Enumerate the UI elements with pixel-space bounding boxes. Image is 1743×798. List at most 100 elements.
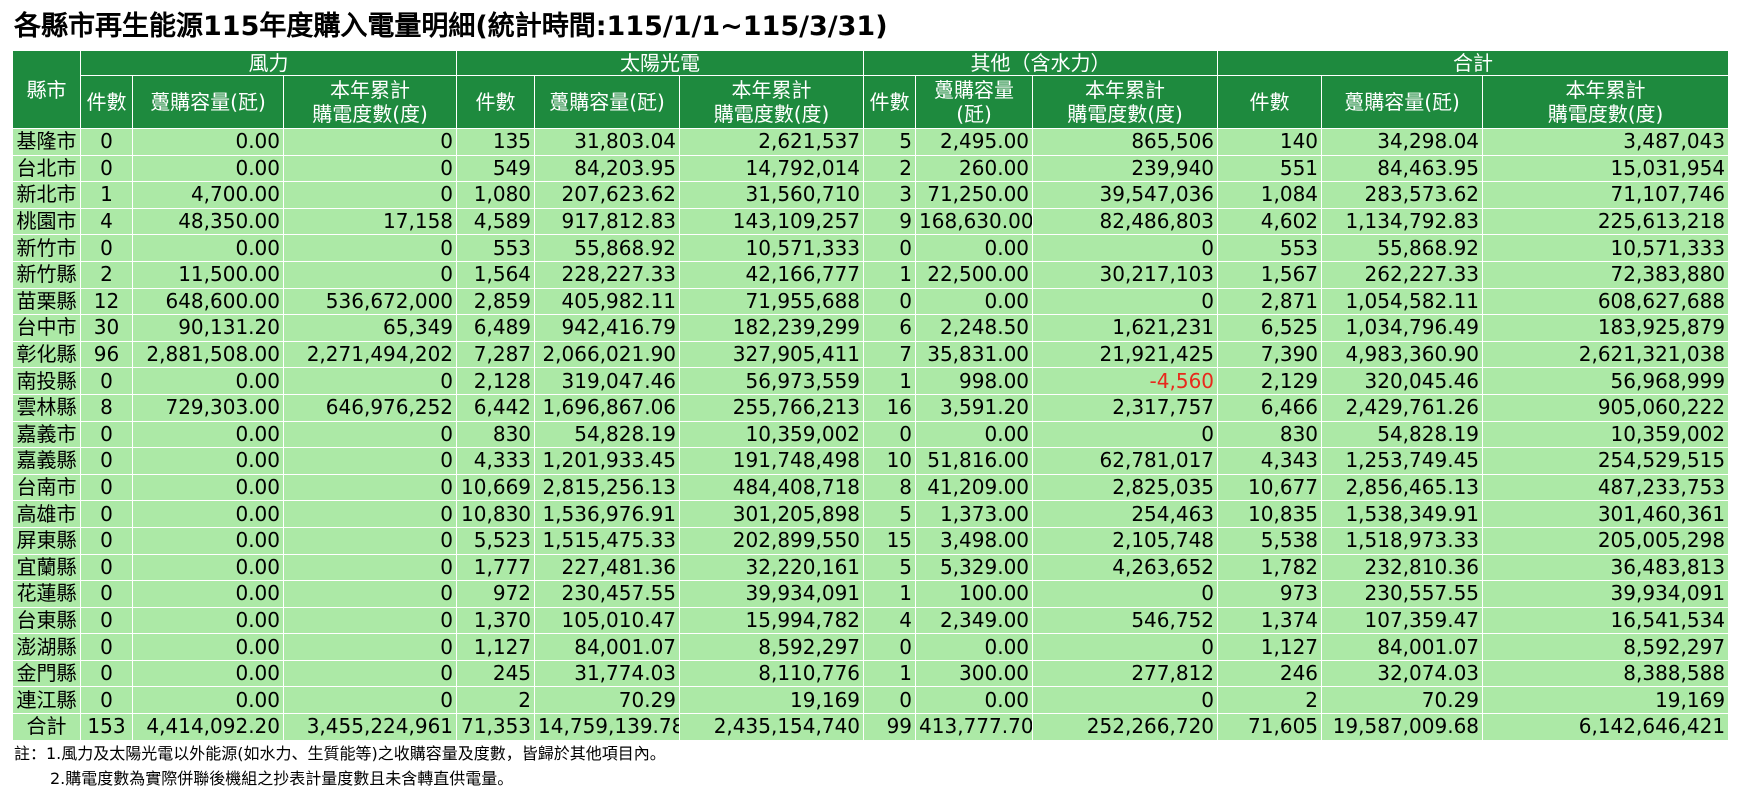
solar-energy-cell: 202,899,550 bbox=[679, 526, 865, 555]
wind-count-cell: 0 bbox=[80, 553, 133, 582]
solar-count-cell: 10,830 bbox=[456, 500, 536, 528]
other-energy-cell: 39,547,036 bbox=[1032, 181, 1219, 209]
solar-capacity-cell: 54,828.19 bbox=[534, 420, 681, 449]
other-energy-cell: 1,621,231 bbox=[1032, 314, 1219, 342]
total-capacity-cell: 1,253,749.45 bbox=[1321, 447, 1484, 475]
wind-capacity-cell: 729,303.00 bbox=[132, 393, 284, 422]
total-energy-cell: 8,388,588 bbox=[1482, 659, 1730, 688]
other-capacity-cell: 998.00 bbox=[915, 367, 1034, 395]
solar-count-cell: 1,777 bbox=[456, 553, 536, 582]
table-row: 基隆市 0 0.00 0 135 31,803.04 2,621,537 5 2,495.00 8… bbox=[12, 128, 1730, 156]
total-capacity-cell: 34,298.04 bbox=[1321, 128, 1484, 156]
other-count-cell: 99 bbox=[863, 713, 917, 741]
other-capacity-cell: 300.00 bbox=[915, 659, 1034, 688]
solar-energy-cell: 32,220,161 bbox=[679, 553, 865, 582]
solar-energy-cell: 71,955,688 bbox=[679, 287, 865, 316]
solar-count-cell: 7,287 bbox=[456, 340, 536, 369]
county-cell: 新竹市 bbox=[12, 234, 81, 262]
county-cell: 澎湖縣 bbox=[12, 633, 81, 661]
other-count-cell: 1 bbox=[863, 659, 917, 688]
wind-energy-cell: 0 bbox=[282, 181, 458, 209]
solar-count-cell: 972 bbox=[456, 580, 536, 608]
wind-count-cell: 0 bbox=[80, 154, 133, 183]
county-cell: 高雄市 bbox=[12, 500, 81, 528]
county-cell: 嘉義市 bbox=[12, 420, 81, 449]
other-energy-cell: 2,105,748 bbox=[1032, 526, 1219, 555]
other-capacity-cell: 2,248.50 bbox=[915, 314, 1034, 342]
total-count-cell: 4,602 bbox=[1217, 207, 1323, 236]
wind-capacity-cell: 648,600.00 bbox=[132, 287, 284, 316]
solar-energy-cell: 19,169 bbox=[679, 686, 865, 715]
table-row: 高雄市 0 0.00 0 10,830 1,536,976.91 301,205,898 5 1… bbox=[12, 500, 1730, 528]
other-energy-cell: 2,825,035 bbox=[1032, 473, 1219, 502]
total-energy-cell: 10,571,333 bbox=[1482, 234, 1730, 262]
other-energy-cell: 30,217,103 bbox=[1032, 260, 1219, 289]
other-count-cell: 1 bbox=[863, 580, 917, 608]
wind-count-cell: 30 bbox=[80, 314, 133, 342]
solar-energy-cell: 10,571,333 bbox=[679, 234, 865, 262]
wind-capacity-cell: 0.00 bbox=[132, 580, 284, 608]
table-row: 屏東縣 0 0.00 0 5,523 1,515,475.33 202,899,550 15 3… bbox=[12, 526, 1730, 555]
wind-energy-cell: 0 bbox=[282, 606, 458, 635]
solar-energy-cell: 191,748,498 bbox=[679, 447, 865, 475]
col-wind-capacity: 躉購容量(瓩) bbox=[132, 75, 284, 129]
wind-count-cell: 4 bbox=[80, 207, 133, 236]
solar-count-cell: 549 bbox=[456, 154, 536, 183]
other-capacity-cell: 0.00 bbox=[915, 686, 1034, 715]
total-energy-cell: 254,529,515 bbox=[1482, 447, 1730, 475]
wind-energy-cell: 0 bbox=[282, 659, 458, 688]
solar-energy-cell: 143,109,257 bbox=[679, 207, 865, 236]
wind-count-cell: 0 bbox=[80, 606, 133, 635]
table-row: 南投縣 0 0.00 0 2,128 319,047.46 56,973,559 1 998.0… bbox=[12, 367, 1730, 395]
col-wind-count: 件數 bbox=[80, 75, 133, 129]
other-capacity-cell: 2,495.00 bbox=[915, 128, 1034, 156]
col-other-capacity: 躉購容量 (瓩) bbox=[915, 75, 1034, 129]
total-count-cell: 1,084 bbox=[1217, 181, 1323, 209]
total-capacity-cell: 54,828.19 bbox=[1321, 420, 1484, 449]
table-row: 合計 153 4,414,092.20 3,455,224,961 71,353 14,7… bbox=[12, 713, 1730, 741]
total-energy-cell: 2,621,321,038 bbox=[1482, 340, 1730, 369]
other-energy-cell: -4,560 bbox=[1032, 367, 1219, 395]
other-count-cell: 0 bbox=[863, 234, 917, 262]
solar-capacity-cell: 2,066,021.90 bbox=[534, 340, 681, 369]
solar-capacity-cell: 31,803.04 bbox=[534, 128, 681, 156]
solar-capacity-cell: 1,515,475.33 bbox=[534, 526, 681, 555]
other-capacity-cell: 3,591.20 bbox=[915, 393, 1034, 422]
total-count-cell: 1,567 bbox=[1217, 260, 1323, 289]
other-count-cell: 5 bbox=[863, 128, 917, 156]
table-row: 台東縣 0 0.00 0 1,370 105,010.47 15,994,782 4 2,349… bbox=[12, 606, 1730, 635]
total-energy-cell: 72,383,880 bbox=[1482, 260, 1730, 289]
wind-energy-cell: 0 bbox=[282, 420, 458, 449]
table-row: 台北市 0 0.00 0 549 84,203.95 14,792,014 2 260.00 23… bbox=[12, 154, 1730, 183]
col-total-count: 件數 bbox=[1217, 75, 1323, 129]
total-capacity-cell: 2,429,761.26 bbox=[1321, 393, 1484, 422]
total-energy-cell: 16,541,534 bbox=[1482, 606, 1730, 635]
other-capacity-cell: 100.00 bbox=[915, 580, 1034, 608]
total-capacity-cell: 232,810.36 bbox=[1321, 553, 1484, 582]
other-count-cell: 0 bbox=[863, 686, 917, 715]
total-capacity-cell: 32,074.03 bbox=[1321, 659, 1484, 688]
wind-energy-cell: 17,158 bbox=[282, 207, 458, 236]
total-energy-cell: 39,934,091 bbox=[1482, 580, 1730, 608]
footnote-2: 2.購電度數為實際併聯後機組之抄表計量度數且未含轉直供電量。 bbox=[50, 769, 514, 788]
total-count-cell: 1,782 bbox=[1217, 553, 1323, 582]
other-energy-cell: 21,921,425 bbox=[1032, 340, 1219, 369]
wind-energy-cell: 2,271,494,202 bbox=[282, 340, 458, 369]
table-row: 苗栗縣 12 648,600.00 536,672,000 2,859 405,982.1… bbox=[12, 287, 1730, 316]
wind-count-cell: 96 bbox=[80, 340, 133, 369]
other-capacity-cell: 35,831.00 bbox=[915, 340, 1034, 369]
solar-energy-cell: 8,110,776 bbox=[679, 659, 865, 688]
other-energy-cell: 0 bbox=[1032, 580, 1219, 608]
wind-energy-cell: 0 bbox=[282, 473, 458, 502]
solar-capacity-cell: 942,416.79 bbox=[534, 314, 681, 342]
total-count-cell: 4,343 bbox=[1217, 447, 1323, 475]
wind-capacity-cell: 48,350.00 bbox=[132, 207, 284, 236]
footnotes: 註：1.風力及太陽光電以外能源(如水力、生質能等)之收購容量及度數，皆歸於其他項… bbox=[14, 741, 666, 791]
col-other-count: 件數 bbox=[863, 75, 917, 129]
total-energy-cell: 15,031,954 bbox=[1482, 154, 1730, 183]
solar-capacity-cell: 207,623.62 bbox=[534, 181, 681, 209]
total-capacity-cell: 84,001.07 bbox=[1321, 633, 1484, 661]
county-cell: 金門縣 bbox=[12, 659, 81, 688]
total-count-cell: 6,525 bbox=[1217, 314, 1323, 342]
wind-count-cell: 153 bbox=[80, 713, 133, 741]
